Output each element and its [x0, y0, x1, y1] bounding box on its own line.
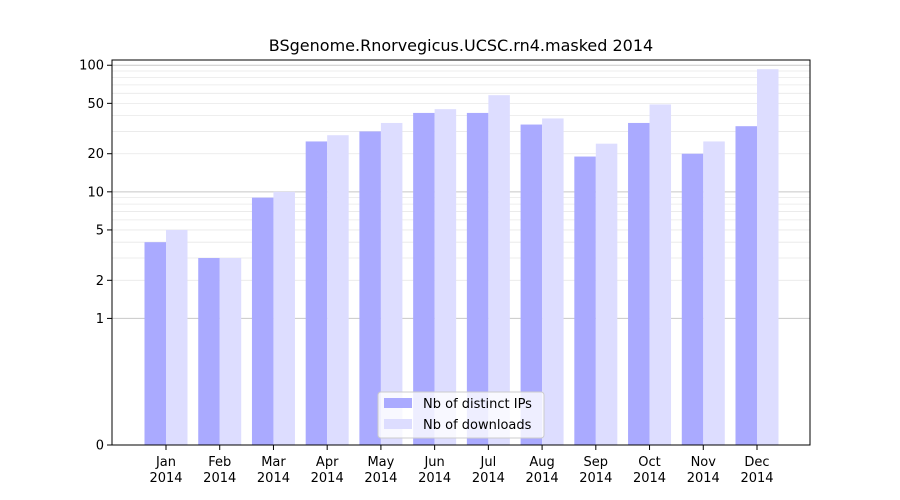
y-tick-label: 5: [96, 223, 104, 238]
x-tick-label-month: Nov: [691, 455, 717, 470]
bar-ips-jul: [466, 112, 489, 446]
x-tick-label-month: Dec: [744, 455, 769, 470]
y-tick-label: 0: [96, 439, 104, 454]
bar-ips-may: [359, 131, 381, 445]
x-tick-label-year: 2014: [149, 471, 182, 486]
bar-downloads-oct: [649, 104, 672, 445]
x-tick-label-year: 2014: [418, 471, 451, 486]
y-axis: 0 1 2 5 10 20 50 100: [79, 59, 112, 454]
y-tick-label: 1: [96, 312, 104, 327]
legend-label: Nb of downloads: [423, 418, 532, 433]
x-tick-label-month: Jan: [155, 455, 176, 470]
x-tick-label-year: 2014: [740, 471, 773, 486]
y-tick-label: 100: [79, 59, 104, 74]
x-tick-label-year: 2014: [203, 471, 236, 486]
bar-ips-mar: [251, 197, 274, 445]
x-tick-label-year: 2014: [579, 471, 612, 486]
bar-ips-jan: [144, 242, 166, 445]
x-tick-label-month: Oct: [638, 455, 660, 470]
bar-downloads-nov: [703, 141, 725, 445]
bar-downloads-sep: [595, 143, 618, 445]
x-tick-label-month: Aug: [529, 455, 554, 470]
x-tick-label-year: 2014: [364, 471, 397, 486]
x-axis: Jan2014Feb2014Mar2014Apr2014May2014Jun20…: [149, 445, 774, 486]
legend-swatch: [384, 419, 412, 429]
bar-ips-sep: [574, 156, 596, 446]
y-tick-label: 50: [87, 97, 104, 112]
bar-ips-dec: [735, 126, 757, 446]
bar-downloads-aug: [542, 118, 564, 445]
x-tick-label-month: Jul: [480, 455, 497, 470]
x-tick-label-month: Apr: [316, 455, 339, 470]
y-tick-label: 10: [87, 185, 104, 200]
y-tick-label: 2: [96, 274, 104, 289]
y-tick-label: 20: [87, 147, 104, 162]
x-tick-label-month: Feb: [208, 455, 231, 470]
legend-swatch: [384, 398, 412, 408]
grid-lines: [112, 64, 810, 319]
x-tick-label-year: 2014: [526, 471, 559, 486]
bars: [144, 69, 779, 446]
bar-ips-oct: [628, 122, 650, 445]
bar-downloads-may: [380, 122, 403, 445]
bar-downloads-feb: [219, 258, 242, 445]
bar-ips-feb: [198, 258, 220, 445]
bar-ips-aug: [520, 124, 543, 445]
x-tick-label-year: 2014: [257, 471, 290, 486]
bar-downloads-jul: [488, 95, 510, 445]
bar-downloads-apr: [327, 135, 349, 445]
x-tick-label-year: 2014: [472, 471, 505, 486]
bar-ips-nov: [681, 153, 704, 446]
bar-ips-jun: [413, 112, 435, 446]
bar-downloads-mar: [273, 191, 295, 445]
chart-title: BSgenome.Rnorvegicus.UCSC.rn4.masked 201…: [269, 36, 653, 55]
plot-frame: [111, 59, 811, 446]
bar-downloads-jun: [434, 109, 457, 446]
bar-downloads-jan: [166, 229, 188, 445]
bar-ips-apr: [305, 141, 328, 445]
x-tick-label-month: Jun: [423, 455, 444, 470]
legend: Nb of distinct IPs Nb of downloads: [377, 391, 545, 439]
x-tick-label-month: Sep: [584, 455, 609, 470]
legend-label: Nb of distinct IPs: [423, 397, 532, 412]
bar-downloads-dec: [757, 69, 779, 446]
x-tick-label-year: 2014: [633, 471, 666, 486]
x-tick-label-month: May: [367, 455, 394, 470]
legend-box: [377, 391, 545, 439]
x-tick-label-month: Mar: [261, 455, 286, 470]
x-tick-label-year: 2014: [311, 471, 344, 486]
x-tick-label-year: 2014: [687, 471, 720, 486]
